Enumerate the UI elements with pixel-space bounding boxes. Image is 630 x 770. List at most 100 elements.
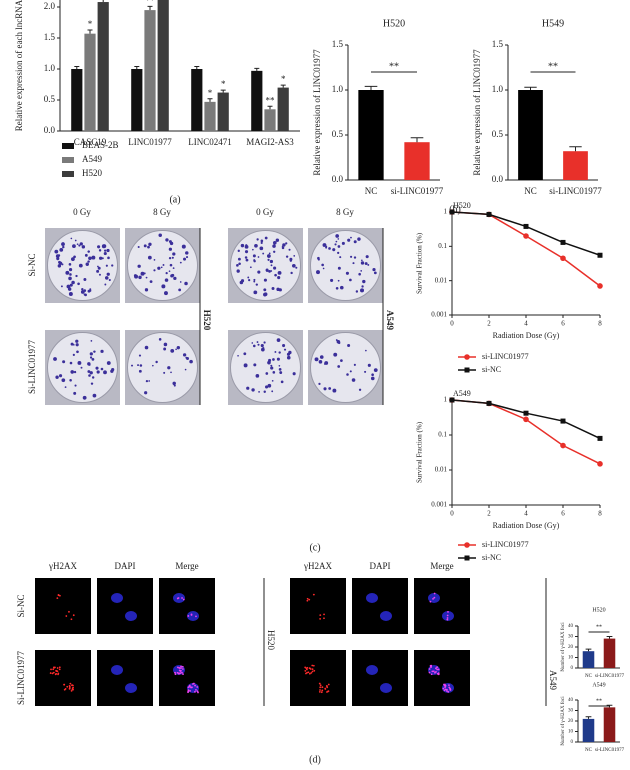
focus	[177, 597, 180, 599]
colony	[78, 263, 83, 268]
chart-title: A549	[592, 682, 605, 688]
colony	[179, 261, 182, 264]
nucleus	[380, 611, 392, 621]
colony	[278, 351, 281, 354]
colony	[353, 240, 357, 244]
x-tick-label: 4	[524, 510, 528, 518]
focus	[187, 615, 190, 617]
colony	[268, 270, 271, 273]
colony	[365, 255, 369, 259]
colony	[237, 249, 240, 252]
colony	[330, 278, 334, 282]
row-label: Si-LINC01977	[16, 651, 26, 706]
colony	[80, 366, 83, 369]
colony	[58, 374, 63, 378]
focus	[432, 670, 435, 673]
colony	[62, 245, 65, 249]
y-axis-label: Relative expression of each lncRNA	[14, 0, 24, 131]
colony	[57, 254, 61, 257]
colony	[336, 340, 341, 344]
colony	[88, 363, 91, 366]
focus	[181, 671, 183, 674]
focus	[195, 688, 197, 691]
colony	[93, 350, 96, 353]
colony	[89, 352, 93, 356]
colony	[164, 278, 169, 282]
colony	[264, 236, 268, 240]
colony	[347, 238, 351, 242]
x-tick-label: si-LINC01977	[595, 748, 625, 753]
colony	[73, 255, 76, 259]
colony	[353, 256, 357, 259]
legend-label: si-LINC01977	[482, 352, 529, 361]
colony	[243, 352, 247, 356]
panel-label: (a)	[169, 194, 180, 205]
colony	[152, 364, 154, 367]
focus	[429, 600, 432, 603]
colony	[236, 264, 239, 267]
bar	[264, 109, 276, 131]
colony	[253, 278, 256, 281]
x-tick-label: 6	[561, 510, 565, 518]
bar	[97, 2, 109, 132]
focus	[446, 618, 449, 621]
colony	[351, 378, 356, 382]
bar	[563, 151, 588, 180]
bar	[404, 142, 430, 180]
colony	[106, 361, 111, 365]
colony	[78, 244, 81, 247]
colony	[71, 280, 75, 285]
focus	[444, 686, 446, 689]
focus	[174, 671, 176, 674]
colony	[68, 268, 73, 272]
focus	[68, 610, 70, 613]
colony	[260, 241, 263, 244]
focus	[307, 671, 310, 674]
colony	[158, 233, 162, 238]
colony	[83, 293, 86, 296]
group-label: A549	[385, 310, 395, 330]
colony	[275, 238, 280, 242]
error-bar	[364, 85, 378, 90]
colony	[350, 236, 352, 239]
colony	[145, 276, 148, 279]
colony	[179, 281, 182, 283]
colony	[77, 282, 80, 286]
colony	[352, 262, 355, 265]
y-tick-label: 0	[571, 666, 574, 671]
colony	[96, 269, 100, 273]
colony	[258, 390, 260, 393]
colony	[262, 346, 265, 350]
y-axis-label: Relative expression of LINC01977	[312, 49, 322, 176]
colony	[364, 370, 367, 373]
y-tick-label: 0.1	[438, 431, 447, 439]
colony	[103, 251, 107, 256]
micrograph	[97, 650, 153, 706]
focus	[197, 691, 199, 694]
colony	[91, 376, 95, 379]
colony	[357, 237, 361, 241]
colony	[263, 341, 266, 344]
colony	[291, 263, 296, 268]
colony	[81, 288, 84, 291]
significance: **	[596, 698, 602, 704]
focus	[308, 667, 311, 670]
colony	[171, 256, 174, 259]
micrograph	[159, 650, 215, 706]
focus	[447, 611, 449, 613]
colony	[85, 262, 89, 266]
focus	[308, 598, 311, 601]
colony	[101, 244, 106, 249]
colony	[333, 352, 338, 357]
point	[523, 233, 529, 239]
colony	[97, 265, 99, 268]
colony	[295, 266, 298, 269]
y-tick-label: 1	[444, 396, 448, 404]
nucleus	[366, 665, 378, 675]
colony	[358, 388, 362, 391]
y-axis-label: Number of γ-H2AX foci	[561, 696, 566, 746]
colony	[273, 266, 277, 270]
colony	[371, 373, 374, 377]
point	[523, 223, 529, 229]
colony	[335, 339, 338, 341]
